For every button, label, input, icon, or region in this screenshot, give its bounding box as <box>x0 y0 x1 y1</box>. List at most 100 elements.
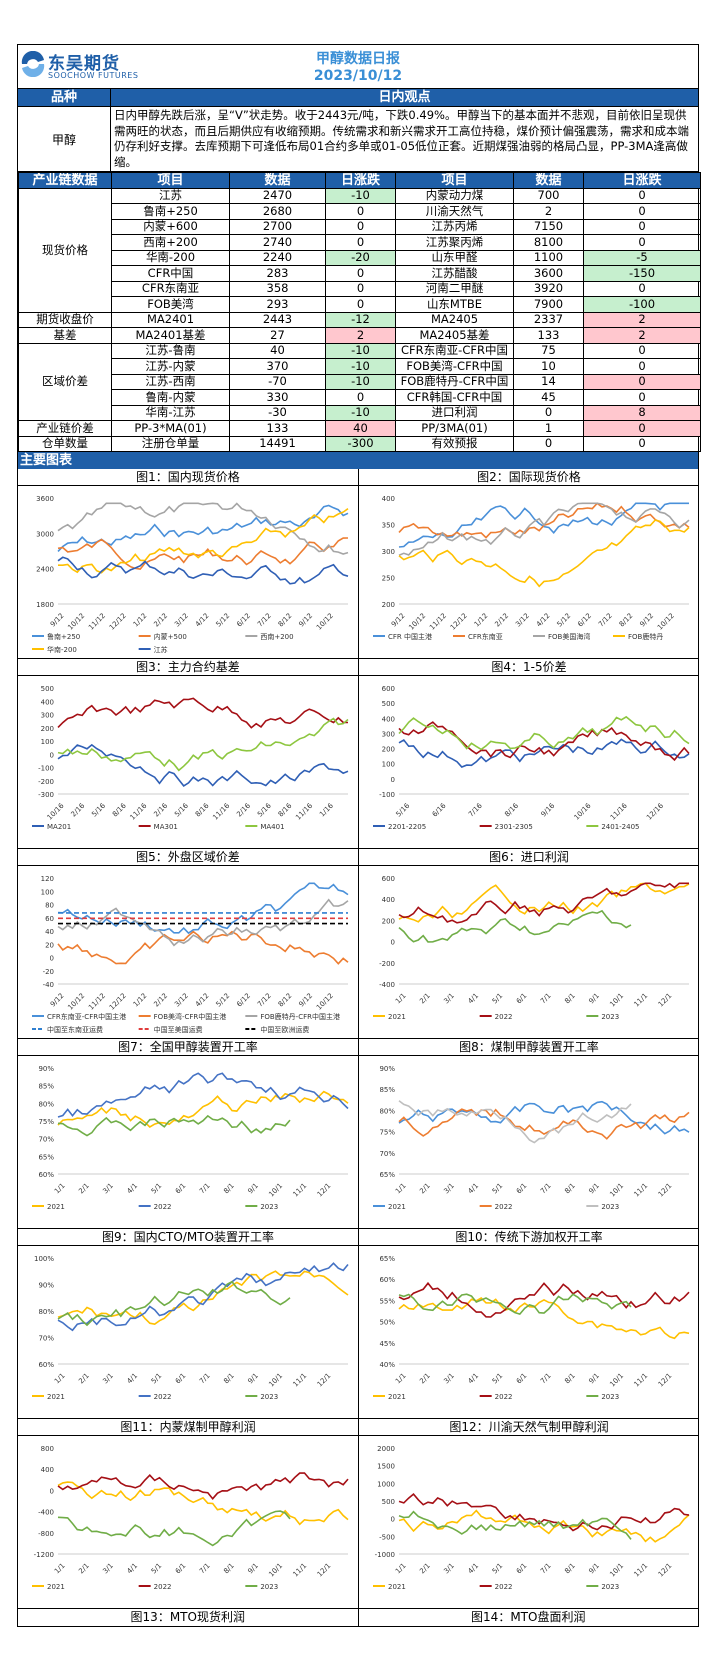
section-title: 主要图表 <box>18 452 698 469</box>
change-right: 0 <box>583 358 701 375</box>
series-line <box>398 1108 690 1140</box>
y-tick-label: -1000 <box>375 1551 395 1559</box>
series-line <box>57 1090 349 1129</box>
x-tick-label: 11/16 <box>609 801 629 821</box>
x-tick-label: 6/12 <box>235 612 252 629</box>
legend-label: FOB美湾-CFR中国主港 <box>154 1012 227 1021</box>
value-right: 3920 <box>513 280 584 297</box>
x-tick-label: 10/1 <box>267 1372 284 1389</box>
legend-label: 中国至欧洲运费 <box>260 1025 309 1034</box>
series-line <box>398 1293 632 1316</box>
table-header-row: 产业链数据 项目 数据 日涨跌 项目 数据 日涨跌 <box>18 172 701 189</box>
item-left: CFR中国 <box>111 265 230 282</box>
x-tick-label: 10/16 <box>573 801 593 821</box>
item-right: 河南二甲醚 <box>395 280 514 297</box>
table-row: 内蒙+600 2700 0 江苏丙烯 7150 0 <box>19 218 701 235</box>
legend-label: CFR 中国主港 <box>388 632 432 641</box>
chart-panel: 图7：全国甲醇装置开工率 90% 85% 80% 75% 70% 65% 60% 1/1 2/1 3… <box>18 1039 359 1229</box>
report-date: 2023/10/12 <box>313 68 403 84</box>
table-row: 西南+200 2740 0 江苏聚丙烯 8100 0 <box>19 234 701 251</box>
series-line <box>57 717 349 772</box>
table-row: 华南-江苏 -30 -10 进口利润 0 8 <box>19 404 701 421</box>
x-tick-label: 11/12 <box>428 612 448 632</box>
x-tick-label: 3/12 <box>173 612 190 629</box>
x-tick-label: 7/16 <box>467 801 484 818</box>
x-tick-label: 4/1 <box>126 1562 140 1576</box>
y-tick-label: 60% <box>379 1276 395 1284</box>
chart-caption: 图9：国内CTO/MTO装置开工率 <box>18 1229 358 1246</box>
series-line <box>57 556 349 585</box>
product-col-header: 品种 <box>18 89 111 106</box>
line-chart: 90% 85% 80% 75% 70% 65% 60% 1/1 2/1 3/1 4/1 5/1 6/1 7… <box>32 1065 349 1211</box>
y-tick-label: 20 <box>45 941 54 949</box>
x-tick-label: 1/12 <box>473 612 490 629</box>
x-tick-label: 10/12 <box>656 612 676 632</box>
x-tick-label: 4/12 <box>194 612 211 629</box>
chart-panel: 图2：国际现货价格 400 350 300 250 200 9/12 10/12 11/12 12… <box>359 469 699 659</box>
y-tick-label: 200 <box>382 917 395 925</box>
series-line <box>57 1481 349 1526</box>
y-tick-label: 1000 <box>377 1480 395 1488</box>
y-tick-label: 70% <box>38 1136 54 1144</box>
change-right: 0 <box>583 373 701 390</box>
x-tick-label: 5/16 <box>173 801 190 818</box>
value-left: 133 <box>229 420 326 437</box>
y-tick-label: 80% <box>38 1100 54 1108</box>
x-tick-label: 12/12 <box>108 612 128 632</box>
x-tick-label: 5/1 <box>150 1562 164 1576</box>
x-tick-label: 12/1 <box>316 1182 333 1199</box>
x-tick-label: 8/1 <box>563 1372 577 1386</box>
daily-view-text: 日内甲醇先跌后涨，呈“V”状走势。收于2443元/吨，下跌0.49%。甲醇当下的… <box>114 108 689 169</box>
legend-label: 2023 <box>260 1583 278 1591</box>
x-tick-label: 9/1 <box>587 1372 601 1386</box>
x-tick-label: 2/1 <box>77 1562 91 1576</box>
x-tick-label: 10/1 <box>608 1562 625 1579</box>
value-left: 2240 <box>229 249 326 266</box>
value-left: 2470 <box>229 187 326 204</box>
x-tick-label: 11/1 <box>633 1562 650 1579</box>
x-tick-label: 2/1 <box>77 1182 91 1196</box>
x-tick-label: 9/16 <box>540 801 557 818</box>
x-tick-label: 8/16 <box>111 801 128 818</box>
chart-caption: 图3：主力合约基差 <box>18 659 358 676</box>
series-line <box>398 1100 690 1135</box>
x-tick-label: 5/12 <box>215 992 232 1009</box>
series-line <box>57 930 349 965</box>
x-tick-label: 11/16 <box>211 801 231 821</box>
table-row: 产业链价差 PP-3*MA(01) 133 40 PP/3MA(01) 1 0 <box>18 420 701 437</box>
value-right: 133 <box>513 327 584 344</box>
y-tick-label: 100 <box>41 738 54 746</box>
table-row: CFR东南亚 358 0 河南二甲醚 3920 0 <box>19 280 701 297</box>
y-tick-label: 2000 <box>377 1445 395 1453</box>
legend-label: FOB鹿特丹-CFR中国主港 <box>260 1012 340 1021</box>
x-tick-label: 2/16 <box>70 801 87 818</box>
line-chart: 65% 60% 55% 50% 45% 40% 1/1 2/1 3/1 4/1 5/1 6/1 7/1 8… <box>373 1255 690 1401</box>
x-tick-label: 3/1 <box>101 1562 115 1576</box>
change-right: -100 <box>583 296 701 313</box>
chart-caption: 图6：进口利润 <box>359 849 699 866</box>
y-tick-label: 120 <box>41 875 54 883</box>
legend-label: CFR东南亚 <box>468 632 503 641</box>
group-label: 仓单数量 <box>18 435 112 452</box>
x-tick-label: 3/12 <box>173 992 190 1009</box>
x-tick-label: 2/1 <box>418 1372 432 1386</box>
legend-label: 2301-2305 <box>495 823 533 831</box>
change-right: -5 <box>583 249 701 266</box>
chart-panel: 图12：川渝天然气制甲醇利润 2000 1500 1000 500 0 -500 -1000 1… <box>359 1419 699 1609</box>
y-tick-label: 100 <box>382 761 395 769</box>
legend-label: 2023 <box>260 1203 278 1211</box>
change-right: 0 <box>583 420 701 437</box>
x-tick-label: 8/1 <box>222 1562 236 1576</box>
y-tick-label: 100 <box>41 888 54 896</box>
y-tick-label: 40 <box>45 928 54 936</box>
series-line <box>57 1280 291 1327</box>
y-tick-label: 70% <box>379 1150 395 1158</box>
x-tick-label: 3/1 <box>101 1182 115 1196</box>
y-tick-label: 300 <box>41 712 54 720</box>
table-header-cell: 日涨跌 <box>583 172 701 189</box>
x-tick-label: 1/1 <box>394 992 408 1006</box>
value-right: 3600 <box>513 265 584 282</box>
x-tick-label: 8/16 <box>194 801 211 818</box>
item-left: MA2401 <box>111 311 230 328</box>
x-tick-label: 1/1 <box>53 1372 67 1386</box>
